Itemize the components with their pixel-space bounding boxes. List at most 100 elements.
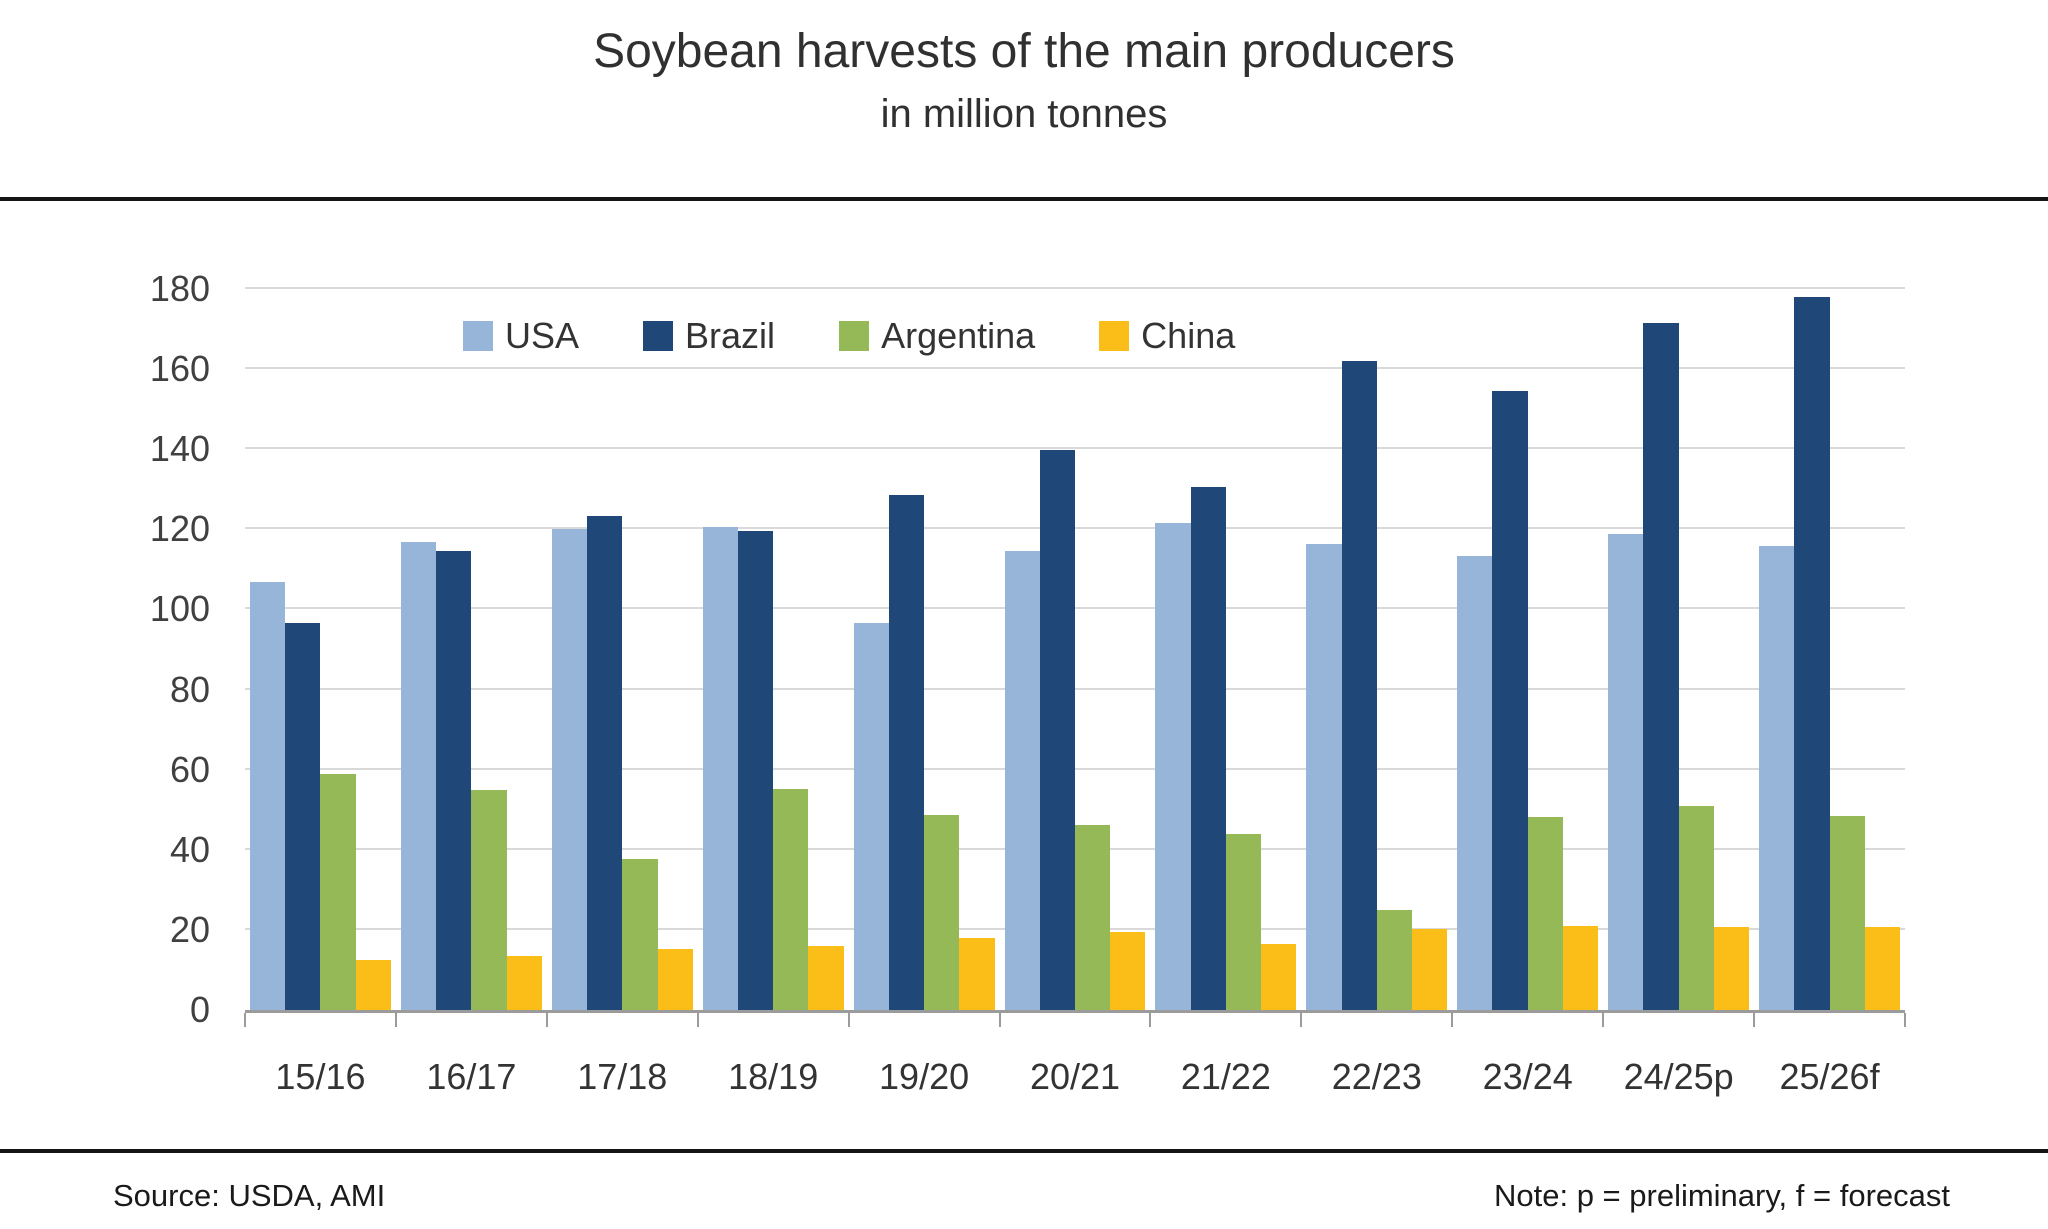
legend-item-argentina: Argentina [839,315,1035,357]
x-axis-tick [998,1013,1001,1027]
bar-group-15-16 [245,289,396,1010]
x-axis-tick [1753,1013,1756,1027]
x-axis-tick [1451,1013,1454,1027]
chart-title: Soybean harvests of the main producers [593,25,1455,78]
source-note: Source: USDA, AMI [113,1178,386,1213]
bar-usa-22-23 [1306,543,1342,1010]
legend: USA Brazil Argentina China [463,315,1235,357]
bar-group-25-26f [1754,289,1905,1010]
y-tick-label-20: 20 [169,908,210,950]
x-axis-tick [1602,1013,1605,1027]
x-axis-labels: 15/16 16/17 17/18 18/19 19/20 20/21 21/22 22/23… [245,1056,1905,1106]
bar-brazil-22-23 [1341,361,1377,1010]
legend-label-usa: USA [505,315,580,356]
bar-argentina-24-25p [1678,806,1714,1010]
bar-china-18-19 [808,946,844,1010]
y-tick-label-80: 80 [169,668,210,710]
legend-label-argentina: Argentina [881,315,1036,356]
legend-marker-china [1099,321,1130,351]
x-axis-tick [1149,1013,1152,1027]
bar-usa-15-16 [250,581,286,1010]
x-tick-label-23-24: 23/24 [1482,1056,1573,1097]
legend-label-brazil: Brazil [685,315,776,356]
bar-usa-16-17 [400,541,437,1010]
bar-usa-23-24 [1457,556,1493,1010]
bar-china-21-22 [1261,944,1297,1010]
bar-china-24-25p [1713,927,1750,1010]
top-separator-line [0,197,2048,201]
y-tick-label-180: 180 [149,268,210,309]
x-tick-label-15-16: 15/16 [275,1056,366,1097]
x-tick-label-20-21: 20/21 [1029,1056,1121,1097]
x-axis-tick [394,1013,397,1027]
bar-china-22-23 [1412,928,1448,1010]
bar-brazil-16-17 [436,550,472,1010]
bar-usa-18-19 [702,527,738,1010]
legend-marker-usa [463,321,493,351]
footer: Source: USDA, AMI Note: p = preliminary,… [113,1178,1950,1214]
bar-usa-25-26f [1759,545,1795,1010]
bar-argentina-19-20 [924,814,960,1010]
x-tick-label-17-18: 17/18 [577,1056,668,1097]
bar-group-24-25p [1603,289,1754,1010]
gridline-120 [245,527,1905,530]
bar-china-17-18 [657,948,693,1010]
legend-item-brazil: Brazil [643,315,775,357]
y-tick-label-0: 0 [189,989,210,1030]
bar-china-16-17 [506,955,542,1010]
y-tick-label-160: 160 [149,348,210,390]
bar-brazil-23-24 [1492,390,1528,1010]
plot-area: USA Brazil Argentina China [244,287,1906,1027]
bar-usa-21-22 [1155,523,1191,1010]
bar-usa-20-21 [1004,550,1040,1010]
bar-argentina-17-18 [622,858,658,1010]
forecast-note: Note: p = preliminary, f = forecast [1493,1178,1950,1213]
x-axis-tick [1300,1013,1303,1027]
bar-brazil-18-19 [737,530,774,1010]
bar-brazil-24-25p [1643,323,1679,1010]
y-tick-label-40: 40 [169,828,210,870]
bar-argentina-15-16 [320,774,356,1010]
bar-group-16-17 [396,289,547,1010]
x-tick-label-18-19: 18/19 [728,1056,819,1097]
bar-brazil-17-18 [587,516,623,1010]
x-axis-tick [545,1013,548,1027]
gridline-80 [245,687,1905,690]
x-axis-tick [1904,1013,1906,1027]
bar-argentina-22-23 [1376,909,1413,1010]
gridline-180 [245,287,1905,289]
title-block: Soybean harvests of the main producers i… [0,22,2048,140]
bar-group-20-21 [1000,289,1151,1010]
bar-group-17-18 [547,289,698,1010]
legend-marker-brazil [643,321,674,351]
bar-china-23-24 [1562,926,1599,1010]
bar-group-18-19 [698,289,849,1010]
x-tick-label-22-23: 22/23 [1331,1056,1422,1097]
bar-argentina-23-24 [1527,816,1563,1010]
bar-argentina-20-21 [1075,824,1111,1010]
y-tick-label-100: 100 [149,588,210,630]
bar-china-19-20 [959,937,995,1010]
bar-group-19-20 [849,289,1000,1010]
bar-usa-24-25p [1608,534,1644,1010]
bar-china-20-21 [1110,931,1146,1010]
gridline-100 [245,607,1905,610]
bar-brazil-25-26f [1794,297,1830,1010]
legend-label-china: China [1141,315,1236,356]
x-tick-label-16-17: 16/17 [426,1056,517,1097]
x-tick-label-19-20: 19/20 [879,1056,970,1097]
y-axis-labels: 0 20 40 60 80 100 120 140 160 180 [60,268,210,1030]
bar-brazil-20-21 [1039,449,1075,1010]
bar-usa-19-20 [853,622,889,1010]
y-tick-label-60: 60 [169,748,210,790]
bar-argentina-18-19 [773,788,809,1010]
bar-argentina-16-17 [471,789,507,1010]
gridline-140 [245,447,1905,450]
bar-group-22-23 [1301,289,1452,1010]
gridline-160 [245,367,1905,370]
bar-usa-17-18 [551,528,588,1010]
x-tick-label-24-25p: 24/25p [1623,1056,1734,1097]
bar-brazil-19-20 [888,495,925,1010]
legend-item-china: China [1099,315,1235,357]
